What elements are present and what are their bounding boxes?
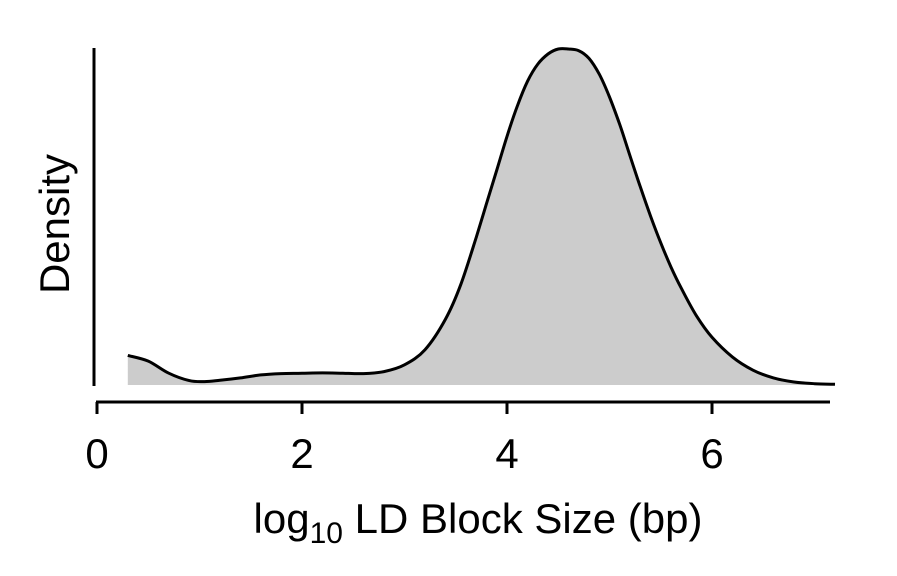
density-area-fill <box>127 48 836 386</box>
x-axis-title: log10 LD Block Size (bp) <box>254 495 703 550</box>
x-axis-title-suffix: LD Block Size (bp) <box>343 495 702 542</box>
x-tick-label: 6 <box>700 430 723 477</box>
plot-area <box>127 47 836 386</box>
x-tick-label: 4 <box>495 430 518 477</box>
x-tick-label: 2 <box>290 430 313 477</box>
x-tick-label: 0 <box>85 430 108 477</box>
x-axis-title-prefix: log <box>254 495 310 542</box>
density-curve <box>127 47 836 386</box>
x-axis-ticks: 0 2 4 6 <box>85 402 724 477</box>
x-axis-title-subscript: 10 <box>310 517 343 550</box>
y-axis-title: Density <box>31 154 78 294</box>
